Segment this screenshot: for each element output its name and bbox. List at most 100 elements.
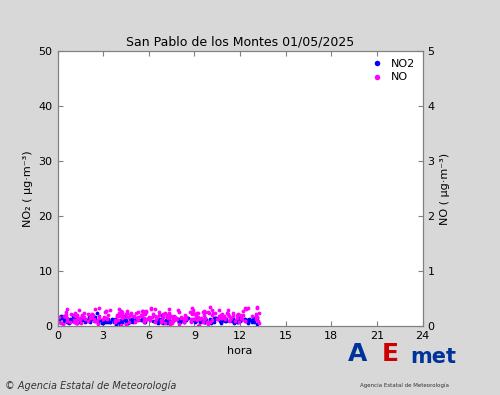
Point (210, 316, 218, 322)
Point (157, 319, 165, 325)
Point (253, 315, 261, 321)
Point (65, 320, 73, 326)
Point (140, 316, 148, 323)
Point (174, 316, 182, 322)
Point (112, 319, 120, 325)
Point (209, 310, 217, 316)
Point (120, 315, 128, 322)
Point (116, 317, 124, 324)
Point (187, 318, 195, 324)
Point (100, 320, 108, 326)
Point (72, 317, 80, 323)
Point (201, 315, 209, 322)
Point (82, 316, 90, 323)
Point (231, 318, 239, 324)
Point (203, 319, 211, 325)
Point (98, 320, 106, 326)
Point (142, 316, 150, 322)
Point (96, 313, 104, 320)
Point (58, 315, 66, 321)
Point (127, 318, 135, 324)
Point (102, 317, 110, 323)
Point (78, 316, 86, 323)
Point (138, 313, 145, 320)
Point (228, 314, 235, 321)
Point (236, 315, 244, 322)
Point (70, 319, 78, 325)
Point (170, 317, 177, 324)
Point (77, 320, 85, 327)
Point (72, 317, 80, 323)
Point (253, 321, 261, 327)
Point (90, 318, 98, 325)
Point (195, 322, 203, 328)
Point (218, 315, 226, 321)
Point (157, 316, 165, 322)
Point (132, 319, 140, 325)
Point (239, 308, 247, 314)
Point (78, 313, 86, 320)
Point (68, 313, 76, 319)
Point (166, 321, 173, 327)
Point (196, 317, 204, 324)
Point (210, 319, 218, 325)
Point (134, 317, 142, 323)
Point (134, 313, 142, 320)
Point (138, 307, 146, 314)
Point (155, 316, 163, 322)
Point (126, 310, 134, 316)
Point (234, 318, 242, 325)
Point (228, 310, 236, 316)
Point (200, 316, 208, 322)
Point (178, 314, 186, 320)
Point (57, 320, 65, 326)
Point (217, 312, 225, 318)
Point (102, 309, 110, 315)
Point (115, 318, 123, 324)
Point (66, 319, 74, 325)
Point (201, 319, 209, 325)
Point (224, 307, 232, 314)
Point (122, 321, 130, 327)
Point (182, 315, 190, 321)
Point (162, 317, 170, 324)
Point (221, 318, 229, 324)
Point (255, 310, 263, 316)
Point (186, 308, 194, 315)
Point (60, 320, 68, 327)
Point (216, 315, 224, 322)
Point (216, 318, 224, 324)
Point (76, 316, 84, 322)
Point (123, 310, 131, 316)
Point (70, 312, 78, 318)
Point (103, 316, 111, 322)
Point (147, 306, 155, 312)
Point (122, 320, 130, 326)
Point (240, 315, 248, 322)
Point (213, 316, 221, 322)
Point (180, 318, 188, 325)
Point (60, 313, 68, 319)
Point (241, 318, 249, 324)
Point (104, 316, 112, 322)
Point (113, 312, 121, 318)
Point (82, 318, 90, 324)
Point (236, 312, 244, 318)
Point (246, 316, 254, 322)
Point (151, 313, 159, 319)
Point (202, 309, 209, 315)
Point (91, 317, 99, 323)
Point (238, 316, 246, 323)
Point (168, 320, 175, 326)
Point (94, 321, 102, 327)
Point (146, 317, 154, 324)
Point (222, 318, 230, 324)
Point (148, 305, 156, 311)
Point (164, 314, 172, 320)
Point (88, 316, 96, 323)
Point (201, 318, 209, 325)
Y-axis label: NO ( µg·m⁻³): NO ( µg·m⁻³) (440, 152, 450, 225)
Point (202, 317, 209, 323)
Point (140, 318, 148, 324)
Point (187, 319, 195, 325)
